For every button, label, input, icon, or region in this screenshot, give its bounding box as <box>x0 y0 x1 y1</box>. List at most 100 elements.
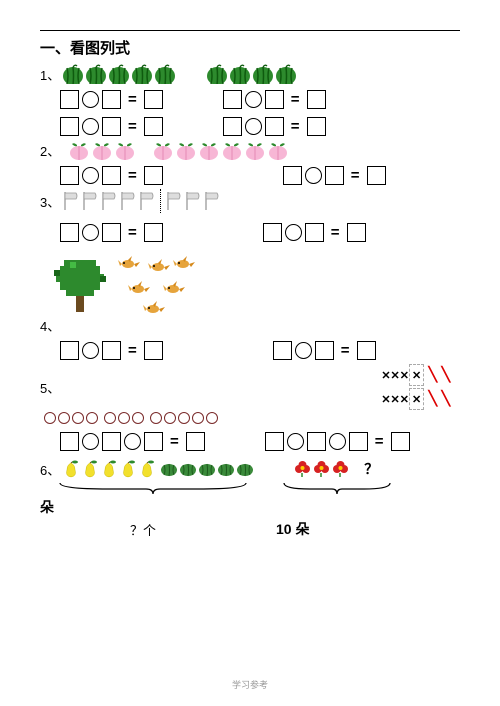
blank-box[interactable] <box>102 223 121 242</box>
blank-box[interactable] <box>273 341 292 360</box>
peach-group-right <box>152 140 289 160</box>
equals-sign: = <box>351 167 360 184</box>
q1-eqn2: = <box>223 90 326 109</box>
blank-box[interactable] <box>307 117 326 136</box>
tree-icon <box>50 254 110 314</box>
watermelon-icon <box>131 64 153 84</box>
op-circle[interactable] <box>124 433 141 450</box>
q3-num: 3、 <box>40 192 60 211</box>
flag-icon <box>100 190 118 212</box>
q1-eqn4: = <box>223 117 326 136</box>
blank-box[interactable] <box>349 432 368 451</box>
blank-box[interactable] <box>102 90 121 109</box>
blank-box[interactable] <box>186 432 205 451</box>
blank-box[interactable] <box>357 341 376 360</box>
q2-eqn2: = <box>283 166 386 185</box>
pear-icon <box>100 460 118 478</box>
pear-icon <box>81 460 99 478</box>
blank-box[interactable] <box>144 166 163 185</box>
op-circle[interactable] <box>329 433 346 450</box>
op-circle[interactable] <box>82 433 99 450</box>
op-circle[interactable] <box>82 167 99 184</box>
watermelon-icon <box>85 64 107 84</box>
top-rule <box>40 30 460 31</box>
op-circle[interactable] <box>245 91 262 108</box>
blank-box[interactable] <box>347 223 366 242</box>
blank-box[interactable] <box>102 166 121 185</box>
ring-icon <box>206 412 218 424</box>
blank-box[interactable] <box>265 432 284 451</box>
blank-box[interactable] <box>283 166 302 185</box>
blank-box[interactable] <box>325 166 344 185</box>
q3-eqn1: = <box>60 223 163 242</box>
blank-box[interactable] <box>265 90 284 109</box>
pear-icon <box>119 460 137 478</box>
blank-box[interactable] <box>60 117 79 136</box>
flag-icon <box>119 190 137 212</box>
blank-box[interactable] <box>391 432 410 451</box>
flag-icon <box>62 190 80 212</box>
q4-num: 4、 <box>40 316 60 335</box>
equals-sign: = <box>128 224 137 241</box>
op-circle[interactable] <box>82 224 99 241</box>
bird-icon <box>173 254 195 272</box>
melon-icon <box>160 461 178 477</box>
flag-group-right <box>165 190 221 212</box>
flower-icon <box>313 461 331 477</box>
ring-icon <box>104 412 116 424</box>
blank-box[interactable] <box>60 90 79 109</box>
watermelon-icon <box>62 64 84 84</box>
blank-box[interactable] <box>305 223 324 242</box>
ring-icon <box>192 412 204 424</box>
q1-num: 1、 <box>40 65 60 84</box>
blank-box[interactable] <box>265 117 284 136</box>
q6-left-label: ？个 <box>130 520 156 539</box>
op-circle[interactable] <box>287 433 304 450</box>
ring-icon <box>44 412 56 424</box>
op-circle[interactable] <box>295 342 312 359</box>
blank-box[interactable] <box>144 341 163 360</box>
q5-num: 5、 <box>40 378 60 397</box>
flower-icon <box>332 461 350 477</box>
op-circle[interactable] <box>245 118 262 135</box>
pear-group <box>62 460 156 478</box>
watermelon-icon <box>154 64 176 84</box>
equals-sign: = <box>128 167 137 184</box>
blank-box[interactable] <box>60 432 79 451</box>
blank-box[interactable] <box>60 166 79 185</box>
pear-icon <box>62 460 80 478</box>
watermelon-group-left <box>62 64 176 84</box>
blank-box[interactable] <box>102 432 121 451</box>
page-footer: 学习参考 <box>0 678 500 691</box>
blank-box[interactable] <box>102 341 121 360</box>
blank-box[interactable] <box>102 117 121 136</box>
blank-box[interactable] <box>315 341 334 360</box>
blank-box[interactable] <box>144 117 163 136</box>
blank-box[interactable] <box>60 223 79 242</box>
blank-box[interactable] <box>307 432 326 451</box>
op-circle[interactable] <box>82 91 99 108</box>
melon-icon <box>198 461 216 477</box>
blank-box[interactable] <box>223 90 242 109</box>
watermelon-icon <box>252 64 274 84</box>
op-circle[interactable] <box>285 224 302 241</box>
blank-box[interactable] <box>263 223 282 242</box>
q5-rings <box>44 412 460 424</box>
blank-box[interactable] <box>144 432 163 451</box>
watermelon-icon <box>206 64 228 84</box>
flag-icon <box>81 190 99 212</box>
ring-icon <box>132 412 144 424</box>
blank-box[interactable] <box>144 90 163 109</box>
blank-box[interactable] <box>223 117 242 136</box>
op-circle[interactable] <box>82 118 99 135</box>
q4-images <box>50 254 460 314</box>
blank-box[interactable] <box>307 90 326 109</box>
blank-box[interactable] <box>367 166 386 185</box>
q1-eqn1: = <box>60 90 163 109</box>
ring-icon <box>58 412 70 424</box>
op-circle[interactable] <box>305 167 322 184</box>
blank-box[interactable] <box>144 223 163 242</box>
blank-box[interactable] <box>60 341 79 360</box>
flag-icon <box>138 190 156 212</box>
op-circle[interactable] <box>82 342 99 359</box>
